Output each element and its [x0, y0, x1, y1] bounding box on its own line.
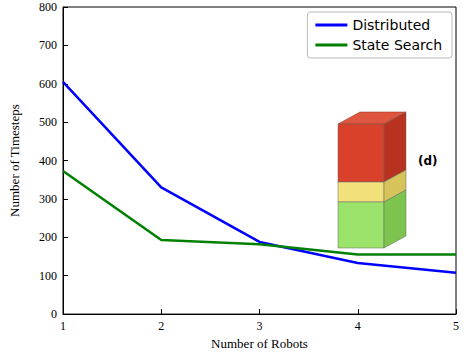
- svg-text:3: 3: [257, 319, 263, 333]
- svg-text:700: 700: [39, 38, 57, 52]
- svg-text:200: 200: [39, 230, 57, 244]
- svg-text:State Search: State Search: [352, 37, 442, 53]
- svg-text:(d): (d): [418, 154, 438, 168]
- svg-text:5: 5: [453, 319, 459, 333]
- svg-text:0: 0: [51, 307, 57, 321]
- svg-text:1: 1: [60, 319, 66, 333]
- svg-text:800: 800: [39, 0, 57, 14]
- svg-text:400: 400: [39, 154, 57, 168]
- svg-text:100: 100: [39, 269, 57, 283]
- svg-text:Number of Timesteps: Number of Timesteps: [7, 104, 22, 217]
- svg-text:2: 2: [158, 319, 164, 333]
- svg-text:4: 4: [355, 319, 361, 333]
- svg-text:Distributed: Distributed: [352, 17, 430, 33]
- svg-text:600: 600: [39, 77, 57, 91]
- svg-text:300: 300: [39, 192, 57, 206]
- svg-text:Number of Robots: Number of Robots: [211, 336, 308, 351]
- svg-text:500: 500: [39, 115, 57, 129]
